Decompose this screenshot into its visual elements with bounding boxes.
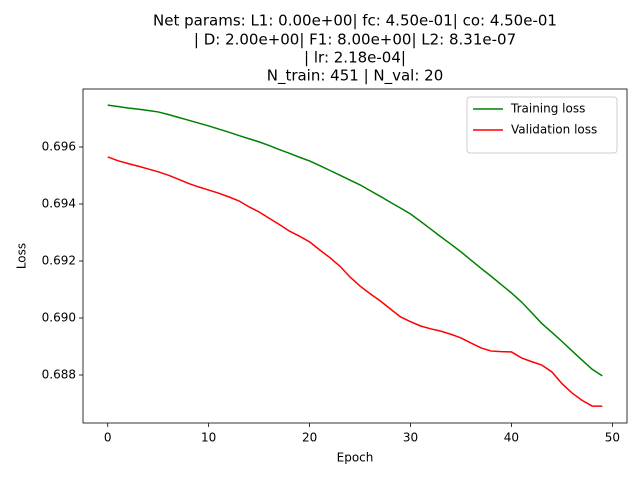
axes-frame (82, 88, 628, 424)
y-axis-label: Loss (15, 243, 29, 269)
x-axis-label: Epoch (337, 451, 374, 465)
series-line (107, 156, 603, 407)
y-tick-label: 0.692 (42, 254, 76, 268)
x-tick-label: 50 (605, 431, 620, 445)
y-tick-label: 0.696 (42, 139, 76, 153)
x-tick-label: 20 (302, 431, 317, 445)
chart-title: | D: 2.00e+00| F1: 8.00e+00| L2: 8.31e-0… (194, 31, 516, 49)
legend-label: Validation loss (511, 123, 597, 137)
y-tick-label: 0.688 (42, 368, 76, 382)
y-tick-label: 0.690 (42, 311, 76, 325)
chart-title: | lr: 2.18e-04| (304, 49, 406, 67)
chart-title: N_train: 451 | N_val: 20 (267, 67, 444, 86)
x-tick-label: 10 (201, 431, 216, 445)
x-tick-label: 0 (104, 431, 112, 445)
x-tick-label: 30 (403, 431, 418, 445)
y-tick-label: 0.694 (42, 197, 76, 211)
series-line (107, 104, 603, 377)
legend-box (466, 96, 618, 154)
legend-label: Training loss (510, 102, 585, 116)
x-tick-label: 40 (504, 431, 519, 445)
chart-title: Net params: L1: 0.00e+00| fc: 4.50e-01| … (153, 12, 557, 30)
